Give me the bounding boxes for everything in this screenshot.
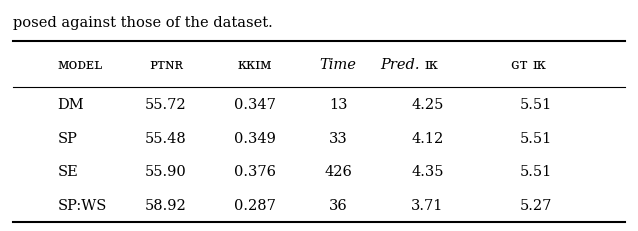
Text: 0.376: 0.376 (234, 164, 276, 179)
Text: ᴘᴛɴʀ: ᴘᴛɴʀ (149, 58, 183, 72)
Text: DM: DM (57, 97, 84, 112)
Text: 4.35: 4.35 (412, 164, 443, 179)
Text: 3.71: 3.71 (412, 198, 443, 212)
Text: 0.287: 0.287 (234, 198, 276, 212)
Text: 5.27: 5.27 (520, 198, 552, 212)
Text: posed against those of the dataset.: posed against those of the dataset. (13, 16, 272, 30)
Text: 0.347: 0.347 (234, 97, 276, 112)
Text: 55.90: 55.90 (145, 164, 187, 179)
Text: SE: SE (57, 164, 78, 179)
Text: 4.25: 4.25 (412, 97, 443, 112)
Text: ɢᴛ: ɢᴛ (512, 58, 533, 72)
Text: SP: SP (57, 131, 77, 145)
Text: 55.48: 55.48 (145, 131, 187, 145)
Text: 55.72: 55.72 (145, 97, 187, 112)
Text: ᴍᴏᴅᴇʟ: ᴍᴏᴅᴇʟ (57, 58, 103, 72)
Text: 5.51: 5.51 (520, 164, 552, 179)
Text: ɪᴋ: ɪᴋ (533, 58, 547, 72)
Text: SP:WS: SP:WS (57, 198, 107, 212)
Text: 426: 426 (324, 164, 352, 179)
Text: Time: Time (320, 58, 357, 72)
Text: 5.51: 5.51 (520, 97, 552, 112)
Text: 58.92: 58.92 (145, 198, 187, 212)
Text: 4.12: 4.12 (412, 131, 443, 145)
Text: 13: 13 (329, 97, 347, 112)
Text: ɪᴋ: ɪᴋ (424, 58, 438, 72)
Text: 5.51: 5.51 (520, 131, 552, 145)
Text: ᴋᴋɪᴍ: ᴋᴋɪᴍ (238, 58, 272, 72)
Text: 36: 36 (329, 198, 348, 212)
Text: Pred.: Pred. (380, 58, 424, 72)
Text: 33: 33 (329, 131, 348, 145)
Text: 0.349: 0.349 (234, 131, 276, 145)
